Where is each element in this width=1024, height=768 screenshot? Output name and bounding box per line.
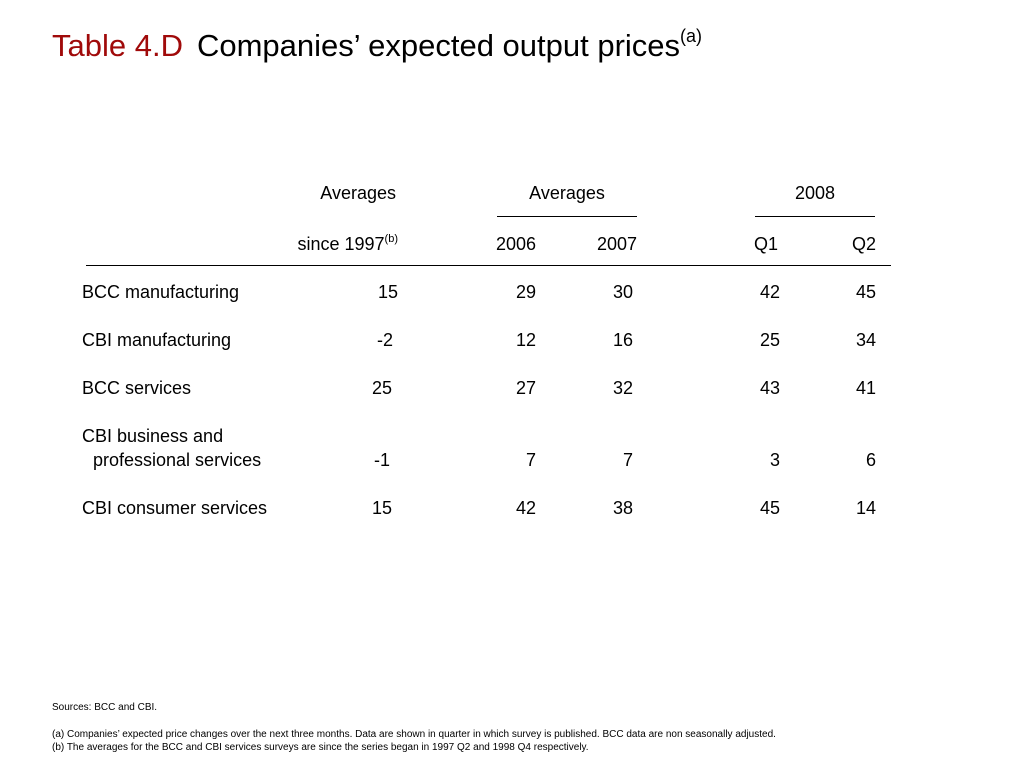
- header-2006: 2006: [495, 234, 536, 254]
- row-label: CBI manufacturing: [82, 330, 232, 350]
- header-since-1997: since 1997(b): [246, 233, 398, 255]
- cell-2007: 16: [612, 330, 633, 350]
- cell-2006: 7: [525, 450, 536, 470]
- cell-since-1997: 25: [371, 378, 392, 398]
- table-title: Companies’ expected output prices: [196, 28, 681, 63]
- cell-q2: 14: [855, 498, 876, 518]
- group-rule-averages: [497, 216, 637, 217]
- header-footnote-marker: (b): [384, 233, 398, 245]
- cell-q1: 42: [759, 282, 780, 302]
- cell-2006: 12: [515, 330, 536, 350]
- sources-note: Sources: BCC and CBI.: [52, 702, 158, 713]
- cell-q1: 45: [759, 498, 780, 518]
- cell-2006: 27: [515, 378, 536, 398]
- footnote-b: (b) The averages for the BCC and CBI ser…: [52, 742, 589, 753]
- cell-2007: 38: [612, 498, 633, 518]
- cell-2007: 7: [622, 450, 633, 470]
- header-q2: Q2: [851, 234, 876, 254]
- group-rule-2008: [755, 216, 875, 217]
- header-since-1997-text: since 1997: [297, 234, 385, 254]
- title-footnote-marker: (a): [680, 26, 703, 46]
- cell-q1: 43: [759, 378, 780, 398]
- cell-since-1997: -2: [376, 330, 393, 350]
- header-averages-group: Averages: [529, 183, 605, 203]
- cell-q2: 6: [865, 450, 876, 470]
- cell-q1: 25: [759, 330, 780, 350]
- header-2008-group: 2008: [794, 183, 836, 203]
- row-label: CBI consumer services: [82, 498, 268, 518]
- row-label: BCC manufacturing: [82, 282, 240, 302]
- cell-2006: 42: [515, 498, 536, 518]
- cell-since-1997: 15: [371, 498, 392, 518]
- cell-since-1997: -1: [373, 450, 390, 470]
- footnote-a: (a) Companies’ expected price changes ov…: [52, 729, 776, 740]
- header-rule: [86, 265, 891, 266]
- cell-since-1997: 15: [377, 282, 398, 302]
- cell-q1: 3: [769, 450, 780, 470]
- cell-2007: 30: [612, 282, 633, 302]
- cell-q2: 41: [855, 378, 876, 398]
- cell-2006: 29: [515, 282, 536, 302]
- row-label: BCC services: [82, 378, 192, 398]
- table-number: Table 4.D: [52, 28, 183, 63]
- row-label: CBI business and: [82, 426, 224, 446]
- header-averages: Averages: [320, 183, 396, 203]
- row-label-continued: professional services: [93, 450, 262, 470]
- cell-2007: 32: [612, 378, 633, 398]
- cell-q2: 45: [855, 282, 876, 302]
- header-2007: 2007: [596, 234, 637, 254]
- page-title: Table 4.D Companies’ expected output pric…: [52, 26, 703, 64]
- header-q1: Q1: [753, 234, 778, 254]
- cell-q2: 34: [855, 330, 876, 350]
